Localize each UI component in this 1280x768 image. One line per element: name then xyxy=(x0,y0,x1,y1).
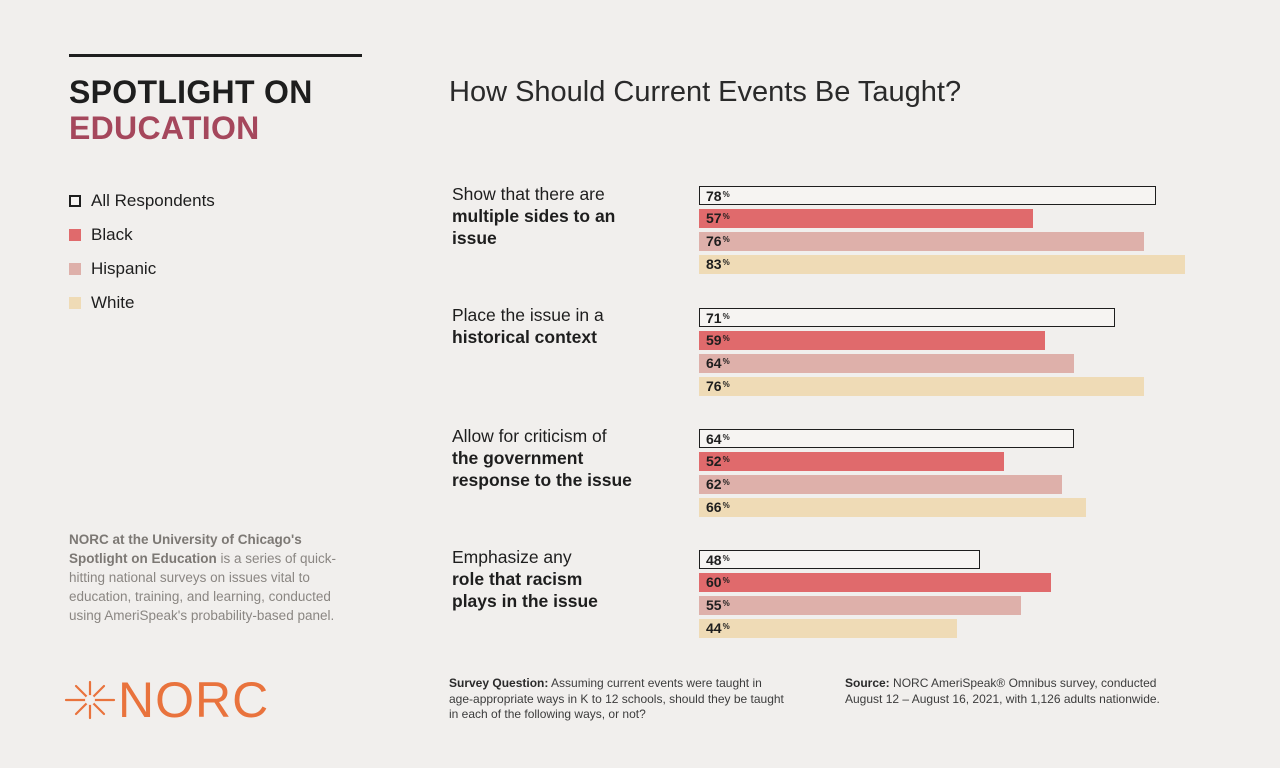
category-bold: role that racism plays in the issue xyxy=(452,569,598,611)
chart-title: How Should Current Events Be Taught? xyxy=(449,76,962,108)
source-label: Source: xyxy=(845,676,890,690)
bar-value-label: 64% xyxy=(706,431,730,447)
bar-hispanic xyxy=(699,354,1074,373)
bar-value-label: 44% xyxy=(706,620,730,636)
category-plain: Show that there are xyxy=(452,184,605,204)
legend-item-all: All Respondents xyxy=(69,184,215,218)
bar-value-label: 48% xyxy=(706,552,730,568)
legend-label: White xyxy=(91,293,135,312)
question-text: Assuming current events were taught in a… xyxy=(449,676,784,721)
bar-value-label: 83% xyxy=(706,256,730,272)
legend-item-black: Black xyxy=(69,218,215,252)
question-label: Survey Question: xyxy=(449,676,549,690)
bar-value-label: 52% xyxy=(706,453,730,469)
bar-value-label: 76% xyxy=(706,378,730,394)
bar-value-label: 78% xyxy=(706,188,730,204)
legend-item-hispanic: Hispanic xyxy=(69,252,215,286)
category-bold: the government response to the issue xyxy=(452,448,632,490)
bar-value-label: 59% xyxy=(706,332,730,348)
bar-all-respondents xyxy=(699,308,1115,327)
source-note: Source: NORC AmeriSpeak® Omnibus survey,… xyxy=(845,676,1185,707)
legend-swatch-all xyxy=(69,195,81,207)
legend-swatch-black xyxy=(69,229,81,241)
legend-swatch-hispanic xyxy=(69,263,81,275)
star-burst-icon xyxy=(64,680,116,720)
logo-text: NORC xyxy=(118,672,270,728)
bar-all-respondents xyxy=(699,429,1074,448)
bar-value-label: 64% xyxy=(706,355,730,371)
legend-swatch-white xyxy=(69,297,81,309)
bar-value-label: 57% xyxy=(706,210,730,226)
category-label-2: Place the issue in a historical context xyxy=(452,304,682,348)
bar-all-respondents xyxy=(699,550,980,569)
bar-value-label: 62% xyxy=(706,476,730,492)
category-bold: multiple sides to an issue xyxy=(452,206,616,248)
bar-hispanic xyxy=(699,596,1021,615)
bar-all-respondents xyxy=(699,186,1156,205)
bar-white xyxy=(699,498,1086,517)
bar-value-label: 76% xyxy=(706,233,730,249)
bar-value-label: 55% xyxy=(706,597,730,613)
bar-black xyxy=(699,573,1051,592)
bar-black xyxy=(699,452,1004,471)
legend-label: Hispanic xyxy=(91,259,157,278)
category-plain: Place the issue in a xyxy=(452,305,604,325)
bar-black xyxy=(699,331,1045,350)
legend-item-white: White xyxy=(69,286,215,320)
bar-hispanic xyxy=(699,475,1062,494)
bar-black xyxy=(699,209,1033,228)
top-rule xyxy=(69,54,362,57)
bar-hispanic xyxy=(699,232,1144,251)
norc-logo[interactable]: NORC xyxy=(64,670,269,730)
bar-white xyxy=(699,619,957,638)
bar-value-label: 66% xyxy=(706,499,730,515)
bar-value-label: 71% xyxy=(706,310,730,326)
brand-subtitle: EDUCATION xyxy=(69,110,260,146)
bar-white xyxy=(699,377,1144,396)
category-label-3: Allow for criticism of the government re… xyxy=(452,425,682,491)
about-rest: is a series of quick-hitting national su… xyxy=(69,551,337,623)
legend: All Respondents Black Hispanic White xyxy=(69,184,215,320)
brand-title: SPOTLIGHT ON xyxy=(69,74,313,110)
category-plain: Allow for criticism of xyxy=(452,426,607,446)
survey-question-note: Survey Question: Assuming current events… xyxy=(449,676,789,723)
category-label-4: Emphasize any role that racism plays in … xyxy=(452,546,682,612)
about-text: NORC at the University of Chicago's Spot… xyxy=(69,530,359,625)
category-bold: historical context xyxy=(452,327,597,347)
category-plain: Emphasize any xyxy=(452,547,572,567)
bar-value-label: 60% xyxy=(706,574,730,590)
legend-label: Black xyxy=(91,225,133,244)
legend-label: All Respondents xyxy=(91,191,215,210)
category-label-1: Show that there are multiple sides to an… xyxy=(452,183,682,249)
about-bold: NORC at the University of Chicago's Spot… xyxy=(69,532,302,566)
source-text: NORC AmeriSpeak® Omnibus survey, conduct… xyxy=(845,676,1160,706)
bar-white xyxy=(699,255,1185,274)
